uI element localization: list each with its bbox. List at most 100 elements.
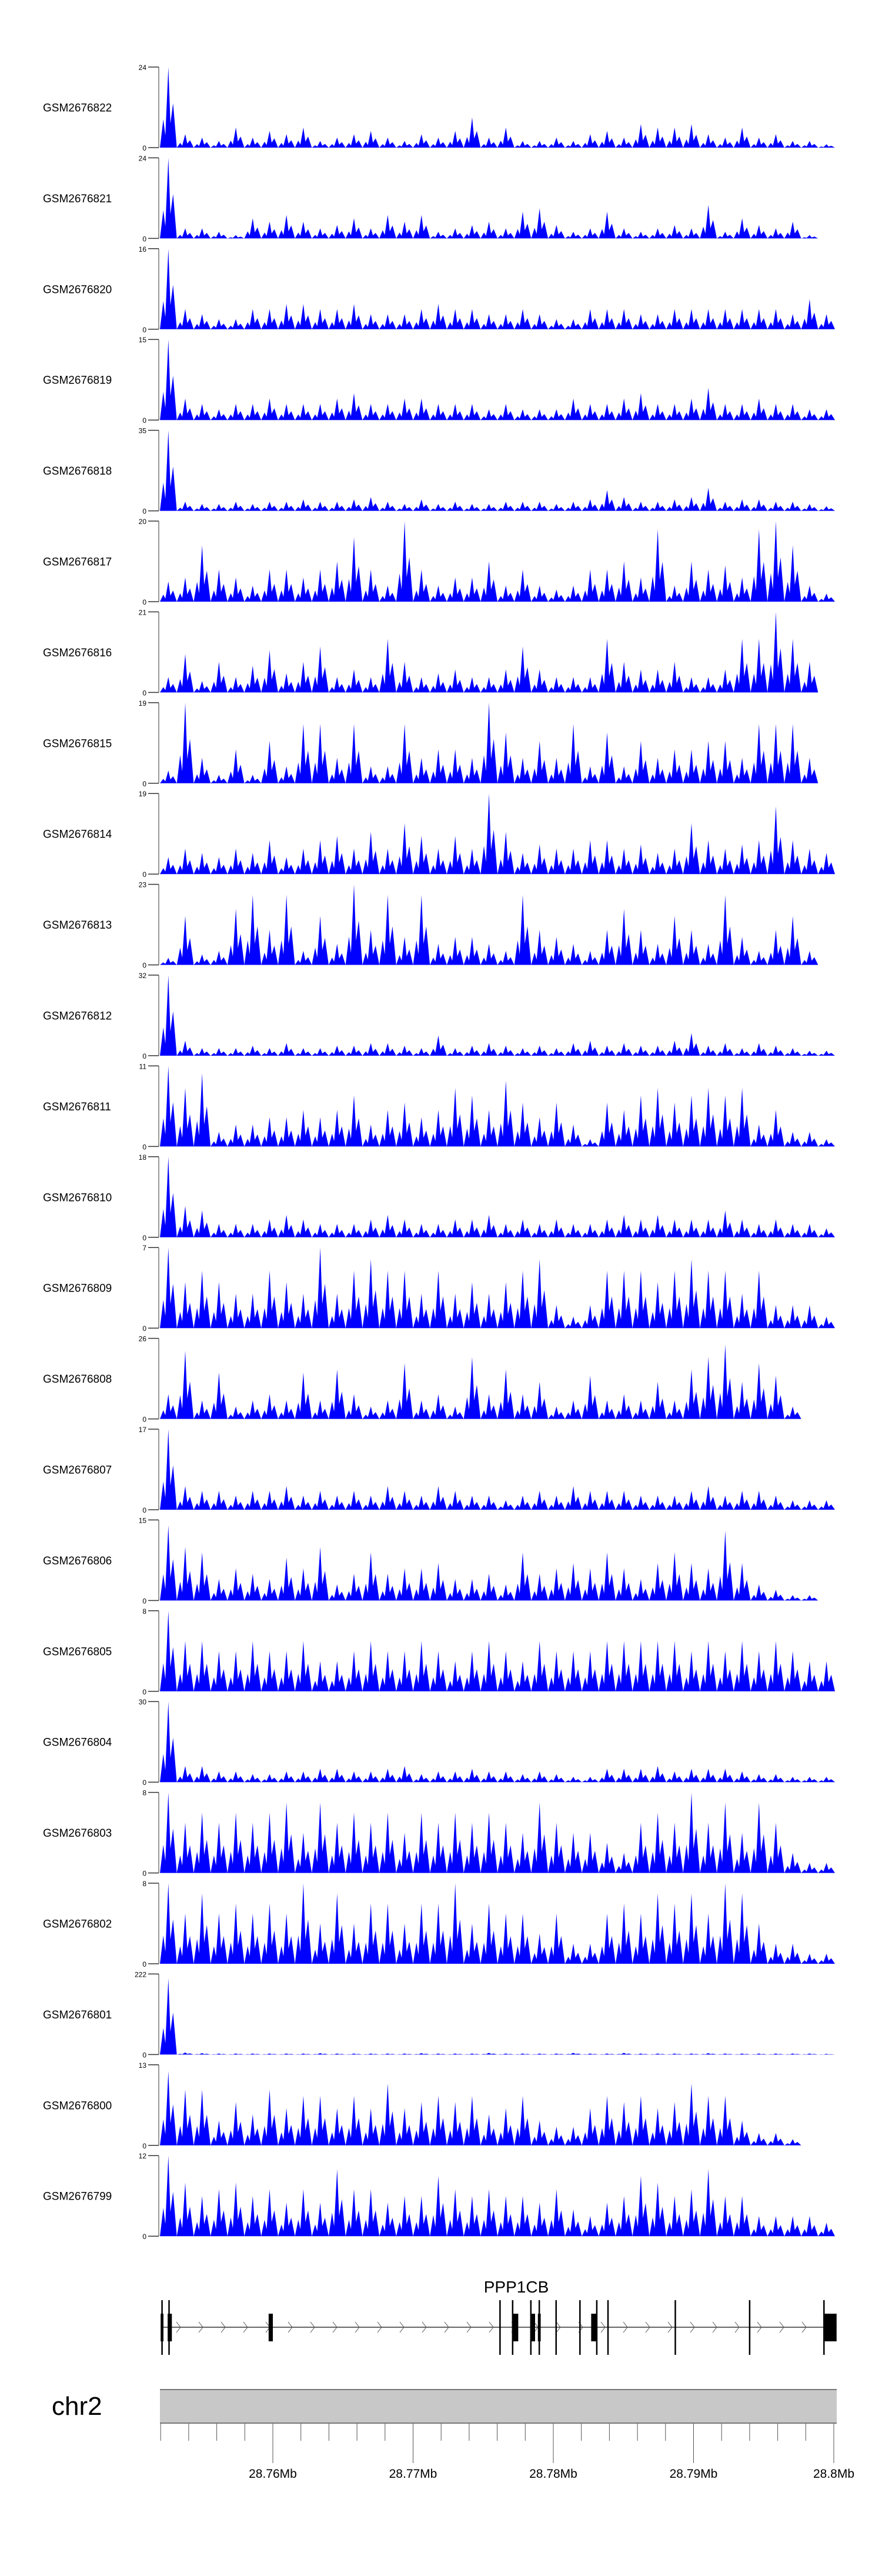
coverage-bin: [733, 639, 751, 693]
coverage-bin: [193, 1073, 211, 1147]
coverage-bin: [818, 1228, 835, 1237]
coverage-bin: [446, 1771, 464, 1783]
coverage-bin: [379, 314, 396, 329]
coverage-bin: [564, 398, 582, 421]
coverage-bin: [244, 403, 262, 421]
coverage-bin: [396, 662, 413, 693]
coverage-bin: [160, 770, 177, 783]
coverage-bin: [599, 1400, 616, 1419]
coverage-bin: [244, 895, 262, 965]
coverage-bin: [649, 2053, 666, 2055]
coverage-bin: [497, 2195, 514, 2237]
coverage-bin: [564, 1777, 582, 1783]
coverage-bin: [244, 1573, 262, 1601]
coverage-bin: [700, 1087, 717, 1147]
coverage-bin: [683, 1563, 700, 1601]
coverage-bin: [227, 2102, 245, 2145]
track-label: GSM2676806: [43, 1555, 112, 1567]
coverage-bin: [615, 1110, 633, 1147]
coverage-bin: [396, 1102, 413, 1147]
coverage-bin: [497, 1080, 514, 1147]
coverage-bin: [244, 775, 262, 783]
coverage-bin: [379, 137, 396, 148]
coverage-bin: [362, 1125, 380, 1147]
coverage-bin: [767, 930, 784, 965]
coverage-bin: [666, 309, 683, 329]
coverage-bin: [329, 836, 346, 875]
coverage-bin: [176, 398, 194, 421]
coverage-bin: [717, 2053, 734, 2055]
coverage-bin: [531, 1641, 549, 1691]
coverage-bin: [801, 1595, 818, 1601]
coverage-bin: [480, 1495, 497, 1510]
coverage-bin: [430, 943, 447, 965]
coverage-bin: [683, 2189, 700, 2237]
coverage-bin: [295, 1568, 312, 1601]
coverage-bin: [750, 309, 768, 329]
track-label: GSM2676807: [43, 1464, 112, 1477]
coverage-bin: [396, 1490, 413, 1510]
coverage-bin: [176, 1641, 194, 1691]
coverage-bin: [176, 654, 194, 693]
coverage-bin: [211, 141, 228, 148]
coverage-bin: [244, 218, 262, 239]
coverage-bin: [818, 506, 835, 511]
coverage-bin: [733, 2195, 751, 2237]
coverage-bin: [345, 2095, 363, 2145]
y-max-label: 26: [139, 1335, 147, 1343]
coverage-bin: [599, 2053, 616, 2055]
coverage-bin: [312, 1547, 329, 1601]
coverage-bin: [717, 1210, 734, 1237]
coverage-bin: [227, 1125, 245, 1147]
coverage-bin: [193, 853, 211, 875]
coverage-bin: [666, 127, 683, 148]
coverage-bin: [531, 141, 549, 148]
coverage-bin: [700, 2053, 717, 2055]
coverage-bin: [413, 677, 430, 693]
coverage-bin: [211, 857, 228, 875]
coverage-bin: [193, 954, 211, 965]
coverage-bin: [211, 1651, 228, 1691]
coverage-bin: [750, 1923, 768, 1964]
coverage-bin: [683, 930, 700, 965]
coverage-bin: [345, 1270, 363, 1329]
coverage-bin: [362, 314, 380, 329]
coverage-bin: [329, 677, 346, 693]
track-label: GSM2676821: [43, 193, 112, 205]
coverage-bin: [329, 1223, 346, 1237]
coverage-bin: [649, 1045, 666, 1056]
strand-chevron-icon: [801, 2321, 807, 2333]
coverage-bin: [379, 848, 396, 875]
coverage-bin: [717, 1043, 734, 1056]
coverage-bin: [295, 499, 312, 511]
coverage-bin: [362, 131, 380, 148]
strand-chevron-icon: [600, 2321, 606, 2333]
coverage-bin: [784, 1223, 801, 1237]
coverage-track: GSM2676810 18 0: [43, 1153, 835, 1242]
coverage-bin: [261, 650, 278, 693]
coverage-bin: [211, 1490, 228, 1510]
coverage-bin: [599, 490, 616, 511]
y-max-label: 19: [139, 790, 147, 798]
coverage-bin: [632, 1579, 650, 1601]
coverage-bin: [683, 1490, 700, 1510]
coverage-bin: [733, 1641, 751, 1691]
coverage-bin: [700, 1486, 717, 1510]
coverage-bin: [582, 1490, 599, 1510]
coverage-bin: [649, 1563, 666, 1601]
coverage-bin: [733, 1048, 751, 1056]
coverage-bin: [345, 1045, 363, 1056]
coverage-bin: [548, 1305, 565, 1329]
coverage-bin: [295, 848, 312, 875]
strand-chevron-icon: [444, 2321, 449, 2333]
coverage-bin: [784, 501, 801, 511]
coverage-bin: [548, 2127, 565, 2145]
coverage-bin: [632, 2053, 650, 2055]
coverage-track: GSM2676812 32 0: [43, 972, 835, 1060]
coverage-bin: [295, 1495, 312, 1510]
coverage-bin: [261, 1490, 278, 1510]
coverage-bin: [649, 853, 666, 875]
chromosome-bar: [160, 2390, 837, 2423]
coverage-bin: [244, 665, 262, 693]
coverage-bin: [801, 758, 818, 783]
